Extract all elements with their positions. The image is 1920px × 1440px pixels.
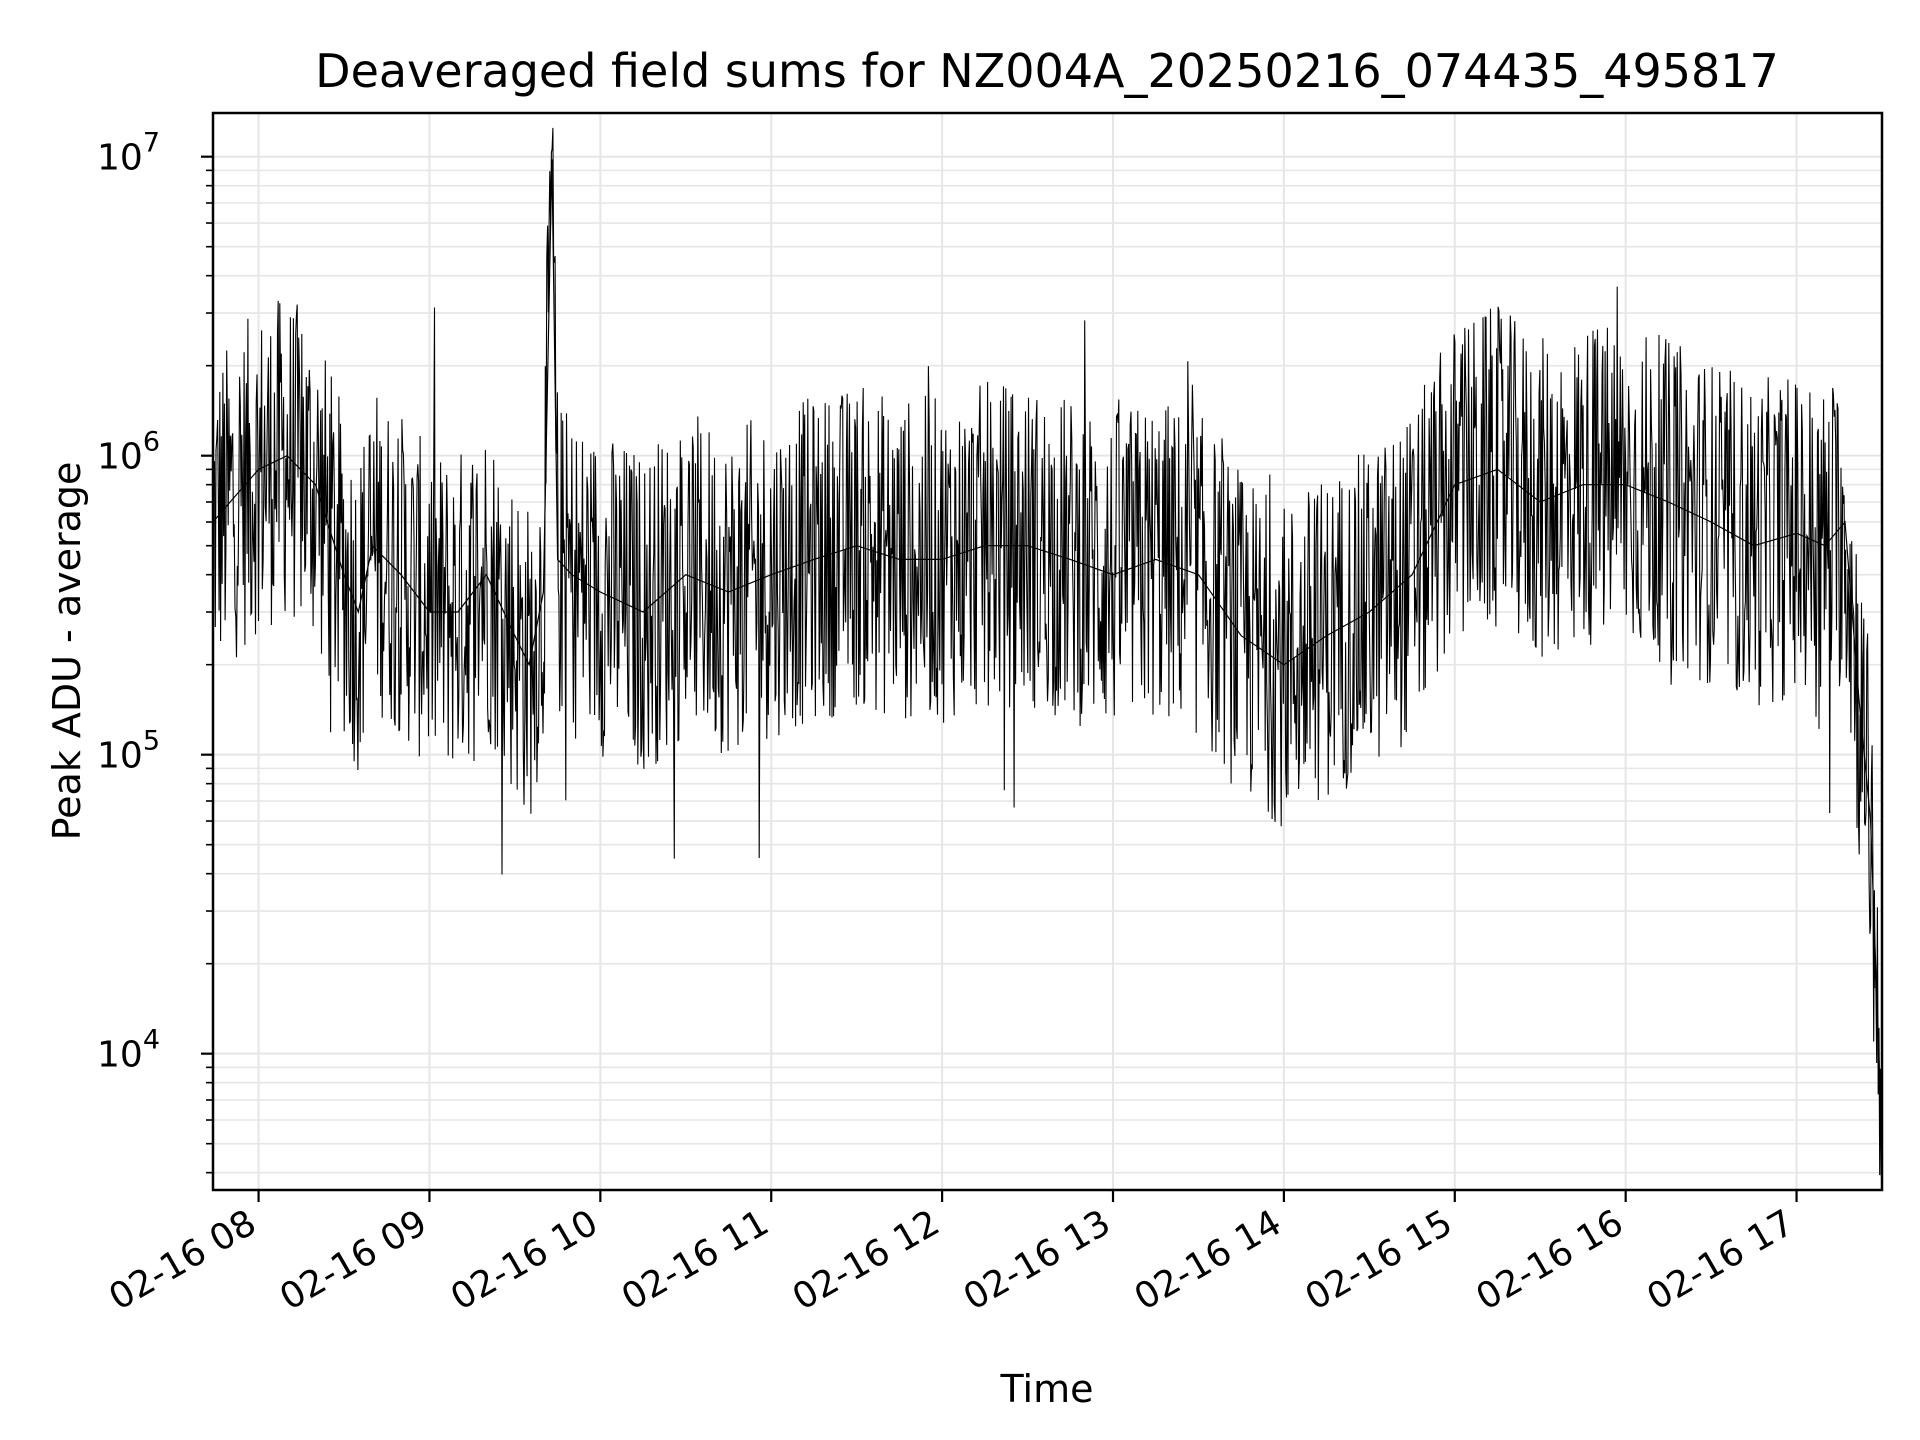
y-tick-base: 10 [97, 437, 143, 478]
y-tick-label: 107 [97, 128, 160, 179]
y-tick-label: 105 [97, 726, 160, 777]
series-spikes [212, 127, 1882, 1176]
y-tick-exponent: 5 [143, 726, 160, 757]
y-tick-exponent: 7 [143, 128, 160, 159]
plot-frame [211, 111, 1884, 1192]
x-axis-label: Time [1000, 1367, 1094, 1411]
y-axis-label: Peak ADU - average [45, 462, 89, 841]
chart-title: Deaveraged field sums for NZ004A_2025021… [315, 44, 1779, 98]
series-noise [212, 127, 1882, 1176]
y-tick-label: 106 [97, 427, 160, 478]
y-tick-exponent: 6 [143, 427, 160, 458]
y-tick-base: 10 [97, 736, 143, 777]
y-tick-base: 10 [97, 138, 143, 179]
y-tick-exponent: 4 [143, 1025, 160, 1056]
y-tick-base: 10 [97, 1035, 143, 1076]
y-tick-label: 104 [97, 1025, 160, 1076]
